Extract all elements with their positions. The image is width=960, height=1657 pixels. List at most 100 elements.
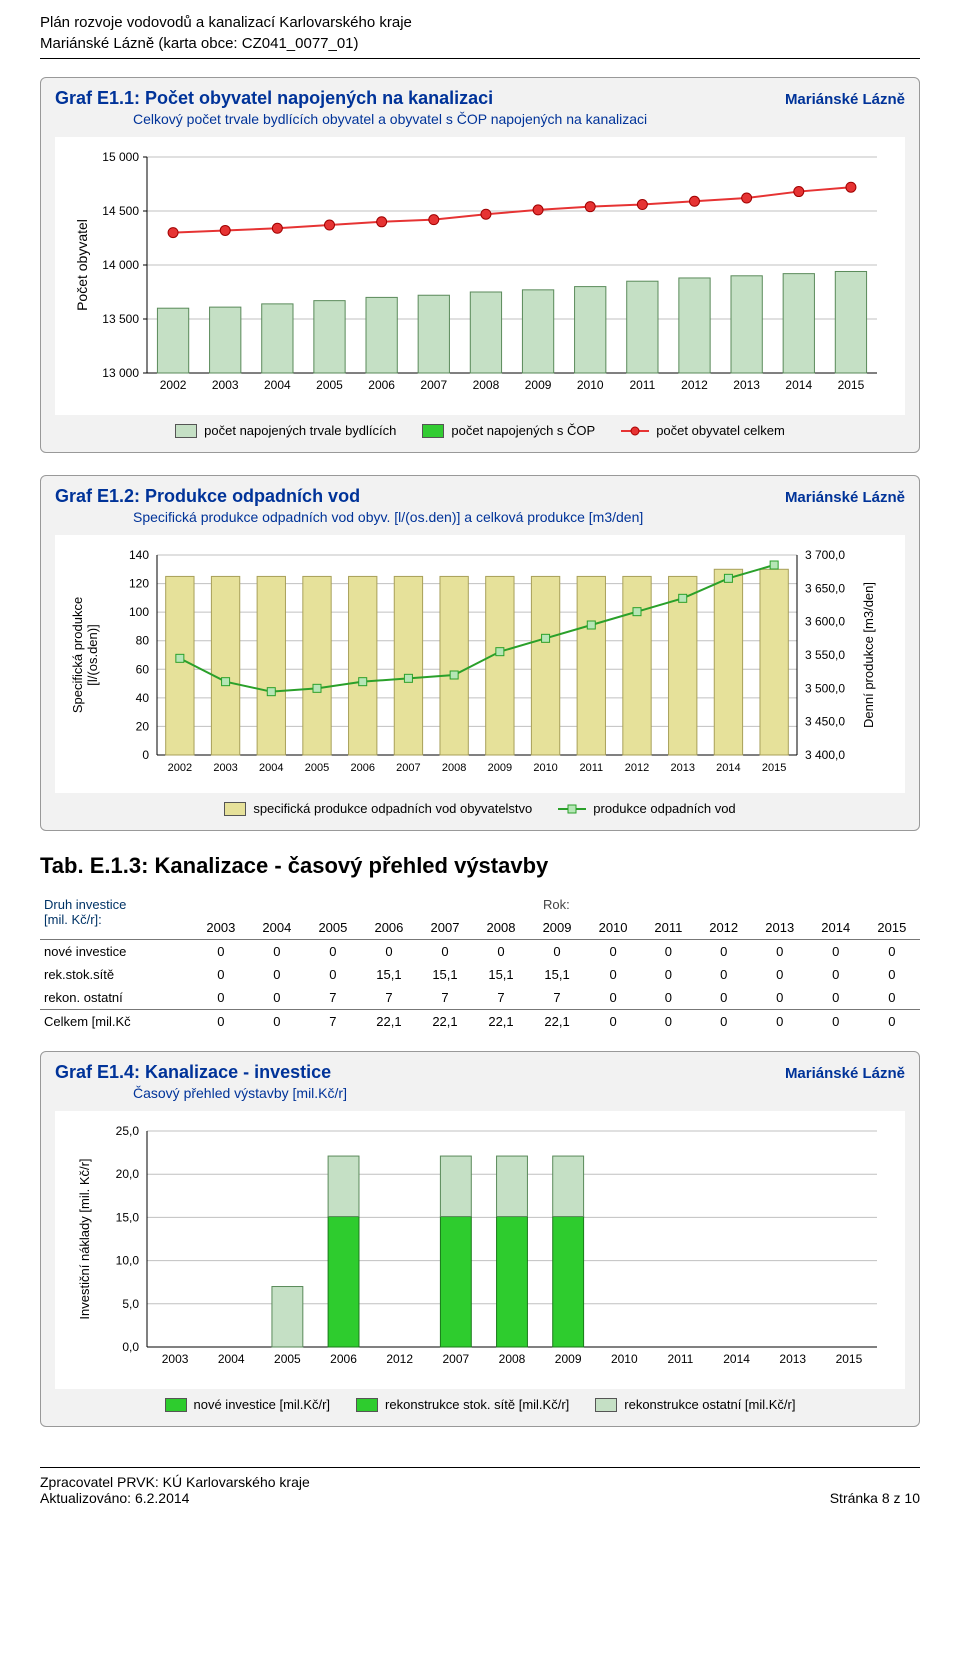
svg-text:2009: 2009 xyxy=(555,1352,582,1366)
svg-text:14 500: 14 500 xyxy=(102,204,139,218)
svg-text:20: 20 xyxy=(136,719,150,733)
svg-text:2004: 2004 xyxy=(218,1352,245,1366)
svg-text:140: 140 xyxy=(129,548,149,562)
chart4-legend-c: rekonstrukce ostatní [mil.Kč/r] xyxy=(595,1397,795,1412)
svg-text:2014: 2014 xyxy=(716,762,740,774)
chart4-title: Graf E1.4: Kanalizace - investice xyxy=(55,1062,331,1083)
chart2-panel: Graf E1.2: Produkce odpadních vod Marián… xyxy=(40,475,920,831)
svg-text:2010: 2010 xyxy=(611,1352,638,1366)
footer-left-2: Aktualizováno: 6.2.2014 xyxy=(40,1490,310,1506)
svg-text:2014: 2014 xyxy=(785,378,812,392)
chart4-legend-a-label: nové investice [mil.Kč/r] xyxy=(194,1397,331,1412)
investment-table: Druh investice[mil. Kč/r]:Rok:2003200420… xyxy=(40,893,920,1033)
page: Plán rozvoje vodovodů a kanalizací Karlo… xyxy=(0,0,960,1526)
chart1-legend-a-label: počet napojených trvale bydlících xyxy=(204,423,396,438)
svg-text:2006: 2006 xyxy=(330,1352,357,1366)
footer: Zpracovatel PRVK: KÚ Karlovarského kraje… xyxy=(40,1467,920,1506)
chart4-subtitle: Časový přehled výstavby [mil.Kč/r] xyxy=(133,1085,905,1101)
chart4-area: 0,05,010,015,020,025,0200320042005200620… xyxy=(55,1111,905,1389)
footer-left: Zpracovatel PRVK: KÚ Karlovarského kraje… xyxy=(40,1474,310,1506)
svg-text:2013: 2013 xyxy=(779,1352,806,1366)
swatch-icon xyxy=(224,802,246,816)
svg-text:Investiční náklady [mil. Kč/r]: Investiční náklady [mil. Kč/r] xyxy=(77,1158,92,1319)
chart1-right: Mariánské Lázně xyxy=(785,91,905,108)
svg-text:2005: 2005 xyxy=(274,1352,301,1366)
chart4-legend-b-label: rekonstrukce stok. sítě [mil.Kč/r] xyxy=(385,1397,569,1412)
svg-text:15,0: 15,0 xyxy=(116,1210,140,1224)
svg-text:100: 100 xyxy=(129,605,149,619)
svg-text:3 600,0: 3 600,0 xyxy=(805,615,845,629)
footer-left-1: Zpracovatel PRVK: KÚ Karlovarského kraje xyxy=(40,1474,310,1490)
chart2-legend-a-label: specifická produkce odpadních vod obyvat… xyxy=(253,801,532,816)
svg-text:2007: 2007 xyxy=(396,762,420,774)
svg-text:2006: 2006 xyxy=(350,762,374,774)
swatch-icon xyxy=(175,424,197,438)
doc-header-2: Mariánské Lázně (karta obce: CZ041_0077_… xyxy=(40,33,920,54)
chart2-legend-b-label: produkce odpadních vod xyxy=(593,801,735,816)
svg-text:2011: 2011 xyxy=(579,762,603,774)
svg-text:2007: 2007 xyxy=(442,1352,469,1366)
svg-text:40: 40 xyxy=(136,691,150,705)
svg-text:2002: 2002 xyxy=(168,762,192,774)
chart4-legend-c-label: rekonstrukce ostatní [mil.Kč/r] xyxy=(624,1397,795,1412)
svg-text:2015: 2015 xyxy=(838,378,865,392)
doc-header-1: Plán rozvoje vodovodů a kanalizací Karlo… xyxy=(40,12,920,33)
svg-text:2008: 2008 xyxy=(442,762,466,774)
svg-text:2004: 2004 xyxy=(264,378,291,392)
chart4-svg: 0,05,010,015,020,025,0200320042005200620… xyxy=(67,1121,887,1381)
swatch-icon xyxy=(165,1398,187,1412)
svg-text:2011: 2011 xyxy=(668,1352,694,1366)
svg-text:2009: 2009 xyxy=(488,762,512,774)
header-rule xyxy=(40,58,920,59)
svg-text:0: 0 xyxy=(142,748,149,762)
svg-text:2007: 2007 xyxy=(420,378,447,392)
svg-text:Specifická produkce[l/(os.den): Specifická produkce[l/(os.den)] xyxy=(70,597,100,713)
svg-text:2013: 2013 xyxy=(733,378,760,392)
svg-text:2015: 2015 xyxy=(762,762,786,774)
line-swatch-icon xyxy=(558,802,586,816)
svg-text:2005: 2005 xyxy=(316,378,343,392)
chart2-area: 0204060801001201403 400,03 450,03 500,03… xyxy=(55,535,905,793)
svg-text:2003: 2003 xyxy=(162,1352,189,1366)
swatch-icon xyxy=(356,1398,378,1412)
chart1-subtitle: Celkový počet trvale bydlících obyvatel … xyxy=(133,111,905,127)
chart4-legend-a: nové investice [mil.Kč/r] xyxy=(165,1397,331,1412)
svg-text:2015: 2015 xyxy=(836,1352,863,1366)
chart1-legend-a: počet napojených trvale bydlících xyxy=(175,423,396,438)
chart2-legend: specifická produkce odpadních vod obyvat… xyxy=(55,801,905,816)
svg-text:15 000: 15 000 xyxy=(102,150,139,164)
chart4-legend-b: rekonstrukce stok. sítě [mil.Kč/r] xyxy=(356,1397,569,1412)
svg-text:Počet obyvatel: Počet obyvatel xyxy=(74,219,90,311)
chart1-panel: Graf E1.1: Počet obyvatel napojených na … xyxy=(40,77,920,453)
svg-text:2004: 2004 xyxy=(259,762,283,774)
svg-text:2012: 2012 xyxy=(625,762,649,774)
svg-text:2014: 2014 xyxy=(723,1352,750,1366)
chart1-area: 13 00013 50014 00014 50015 0002002200320… xyxy=(55,137,905,415)
chart2-right: Mariánské Lázně xyxy=(785,489,905,506)
svg-text:10,0: 10,0 xyxy=(116,1254,140,1268)
svg-text:2012: 2012 xyxy=(681,378,708,392)
svg-text:2012: 2012 xyxy=(386,1352,413,1366)
line-swatch-icon xyxy=(621,424,649,438)
svg-text:3 650,0: 3 650,0 xyxy=(805,581,845,595)
svg-text:60: 60 xyxy=(136,662,150,676)
chart1-legend-c-label: počet obyvatel celkem xyxy=(656,423,785,438)
svg-text:3 700,0: 3 700,0 xyxy=(805,548,845,562)
chart2-legend-b: produkce odpadních vod xyxy=(558,801,735,816)
chart4-right: Mariánské Lázně xyxy=(785,1065,905,1082)
svg-text:2003: 2003 xyxy=(213,762,237,774)
svg-text:2009: 2009 xyxy=(525,378,552,392)
svg-text:2010: 2010 xyxy=(533,762,557,774)
svg-text:2003: 2003 xyxy=(212,378,239,392)
svg-text:120: 120 xyxy=(129,577,149,591)
swatch-icon xyxy=(595,1398,617,1412)
table-title: Tab. E.1.3: Kanalizace - časový přehled … xyxy=(40,853,920,879)
chart2-subtitle: Specifická produkce odpadních vod obyv. … xyxy=(133,509,905,525)
svg-text:2013: 2013 xyxy=(670,762,694,774)
svg-text:Denní produkce [m3/den]: Denní produkce [m3/den] xyxy=(861,582,876,728)
chart4-panel: Graf E1.4: Kanalizace - investice Marián… xyxy=(40,1051,920,1427)
svg-text:13 500: 13 500 xyxy=(102,312,139,326)
svg-text:25,0: 25,0 xyxy=(116,1124,140,1138)
svg-text:0,0: 0,0 xyxy=(122,1340,139,1354)
svg-text:5,0: 5,0 xyxy=(122,1297,139,1311)
